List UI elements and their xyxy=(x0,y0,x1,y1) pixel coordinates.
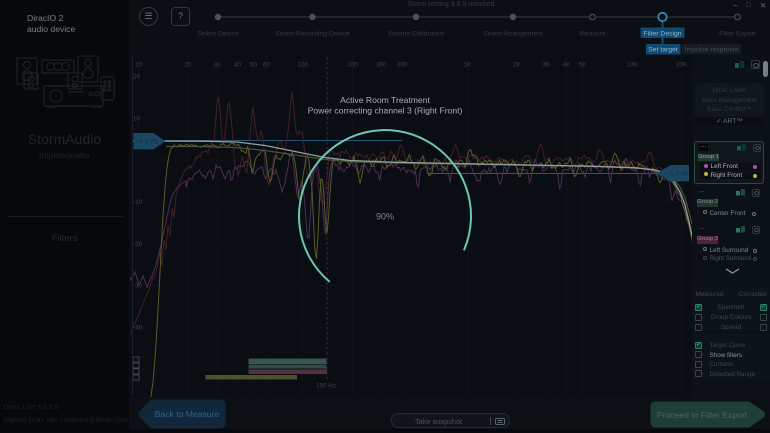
svg-text:4K: 4K xyxy=(563,62,572,69)
svg-text:-30: -30 xyxy=(133,283,143,290)
svg-text:2K: 2K xyxy=(513,62,522,69)
svg-text:-20: -20 xyxy=(133,241,143,248)
svg-text:Set target: Set target xyxy=(648,47,678,54)
svg-text:Select Device: Select Device xyxy=(197,31,239,38)
svg-text:Impulse response: Impulse response xyxy=(685,47,739,54)
svg-text:10: 10 xyxy=(133,115,141,122)
svg-text:50: 50 xyxy=(250,62,258,69)
svg-text:20K: 20K xyxy=(676,62,688,69)
svg-text:-1.7 dB: -1.7 dB xyxy=(668,171,688,178)
svg-text:150 Hz: 150 Hz xyxy=(316,383,336,390)
svg-text:1K: 1K xyxy=(464,62,473,69)
svg-text:Select Recording Device: Select Recording Device xyxy=(275,31,350,38)
svg-text:5K: 5K xyxy=(579,62,588,69)
svg-text:Active Room Treatment: Active Room Treatment xyxy=(340,95,430,105)
svg-text:3K: 3K xyxy=(542,62,551,69)
svg-text:30: 30 xyxy=(213,62,221,69)
svg-text:Proceed to Filter Export: Proceed to Filter Export xyxy=(657,410,748,420)
svg-text:20: 20 xyxy=(133,74,141,81)
svg-text:+5.8 dB: +5.8 dB xyxy=(136,139,158,146)
svg-text:400: 400 xyxy=(397,62,408,69)
svg-text:Power correcting channel 3 (Ri: Power correcting channel 3 (Right Front) xyxy=(308,106,463,116)
svg-text:Filter Design: Filter Design xyxy=(643,31,681,38)
svg-text:100: 100 xyxy=(298,62,309,69)
svg-text:10K: 10K xyxy=(626,62,638,69)
svg-text:Back to Measure: Back to Measure xyxy=(155,409,220,419)
svg-text:Volume Calibration: Volume Calibration xyxy=(387,31,444,38)
svg-text:Select Arrangement: Select Arrangement xyxy=(483,31,543,38)
svg-text:-10: -10 xyxy=(133,199,143,206)
svg-text:200: 200 xyxy=(347,62,358,69)
svg-text:90%: 90% xyxy=(376,212,394,222)
svg-text:-40: -40 xyxy=(133,324,143,331)
svg-text:60: 60 xyxy=(263,62,271,69)
svg-text:Filter Export: Filter Export xyxy=(719,31,756,38)
svg-text:10: 10 xyxy=(135,62,143,69)
svg-text:Measure: Measure xyxy=(579,31,606,38)
svg-text:20: 20 xyxy=(184,62,192,69)
svg-text:300: 300 xyxy=(376,62,387,69)
svg-text:40: 40 xyxy=(234,62,242,69)
